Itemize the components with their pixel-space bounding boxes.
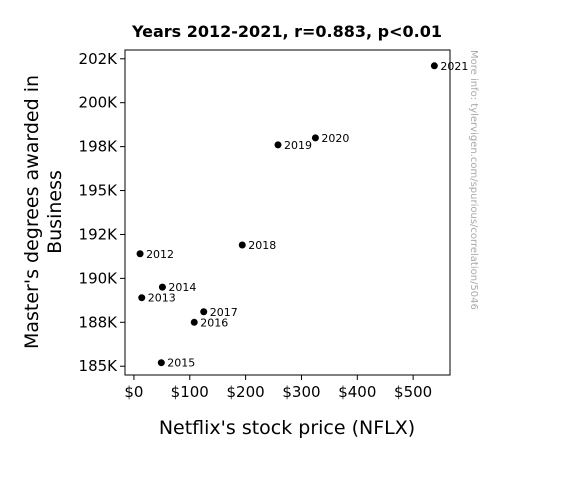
- chart-title: Years 2012-2021, r=0.883, p<0.01: [131, 22, 442, 41]
- data-point: [138, 294, 146, 302]
- y-tick-label: 198K: [79, 138, 119, 156]
- x-tick-label: $100: [171, 383, 209, 401]
- y-axis-title-line-2: Business: [44, 170, 66, 254]
- data-point: [157, 359, 165, 367]
- data-point: [430, 62, 438, 70]
- y-axis-title-line-1: Master's degrees awarded in: [21, 75, 43, 349]
- data-point: [274, 141, 282, 149]
- data-point: [158, 283, 166, 291]
- x-tick-label: $0: [124, 383, 143, 401]
- data-point-label: 2012: [146, 248, 174, 261]
- data-point-label: 2014: [168, 281, 196, 294]
- watermark-text: More info: tylervigen.com/spurious/corre…: [468, 50, 479, 310]
- x-axis-title: Netflix's stock price (NFLX): [159, 417, 415, 439]
- y-tick-label: 190K: [79, 269, 119, 287]
- y-tick-label: 192K: [79, 225, 119, 243]
- data-point-label: 2013: [148, 292, 176, 305]
- y-tick-label: 188K: [79, 313, 119, 331]
- x-tick-label: $200: [227, 383, 265, 401]
- x-tick-label: $300: [282, 383, 320, 401]
- y-tick-label: 195K: [79, 182, 119, 200]
- data-point: [190, 318, 198, 326]
- x-tick-label: $400: [338, 383, 376, 401]
- x-tick-label: $500: [394, 383, 432, 401]
- x-axis: $0 $100 $200 $300 $400 $500: [124, 375, 432, 401]
- y-tick-label: 200K: [79, 94, 119, 112]
- data-point: [311, 134, 319, 142]
- data-point-label: 2016: [200, 316, 228, 329]
- y-tick-label: 202K: [79, 50, 119, 68]
- data-point-label: 2021: [440, 60, 468, 73]
- y-axis: 185K 188K 190K 192K 195K 198K 200K 202K: [79, 50, 125, 375]
- data-point: [200, 308, 208, 316]
- plot-area: [124, 49, 451, 376]
- data-point: [238, 241, 246, 249]
- data-point-label: 2017: [210, 306, 238, 319]
- data-point-label: 2019: [284, 139, 312, 152]
- y-tick-label: 185K: [79, 357, 119, 375]
- data-point-label: 2018: [248, 239, 276, 252]
- data-point-label: 2015: [167, 357, 195, 370]
- data-point-label: 2020: [321, 132, 349, 145]
- data-point: [136, 250, 144, 258]
